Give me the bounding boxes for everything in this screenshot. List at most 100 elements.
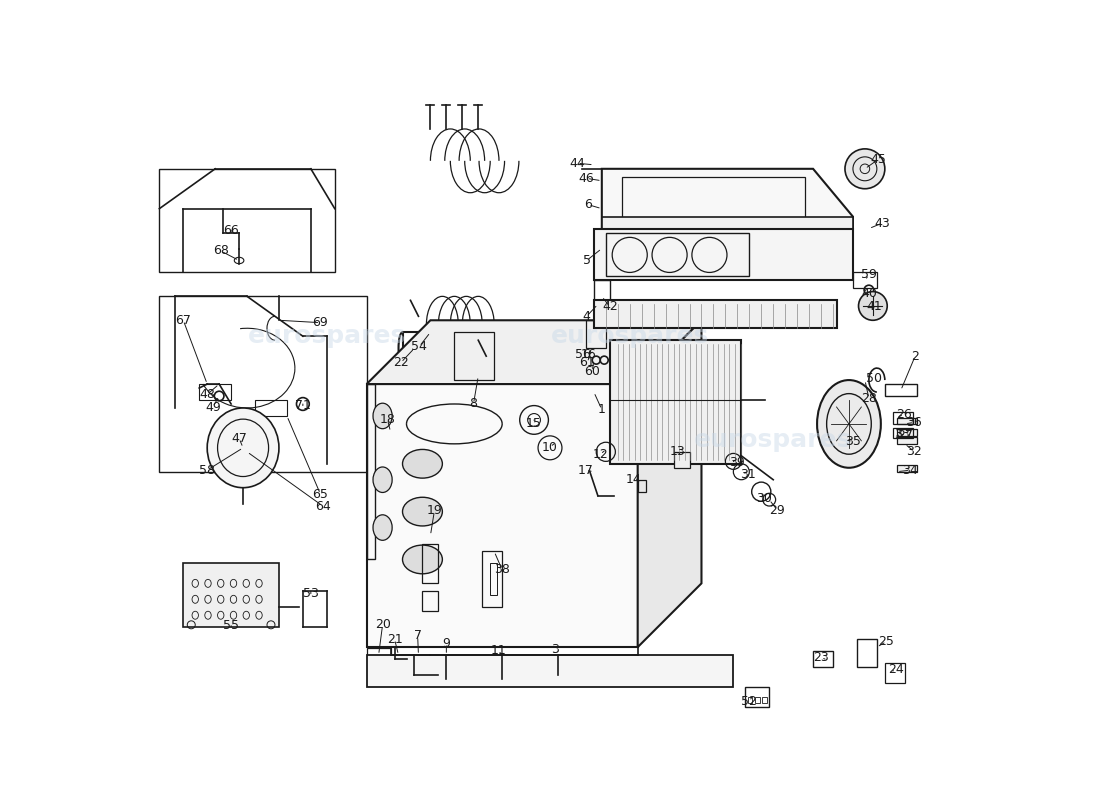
Text: 50: 50 bbox=[867, 372, 882, 385]
Text: 58: 58 bbox=[199, 464, 216, 477]
Bar bbox=[762, 697, 767, 703]
Text: 13: 13 bbox=[670, 445, 685, 458]
Text: 17: 17 bbox=[578, 464, 594, 477]
Text: 3: 3 bbox=[551, 643, 559, 656]
Text: 47: 47 bbox=[231, 432, 248, 445]
Polygon shape bbox=[638, 320, 702, 647]
Ellipse shape bbox=[858, 291, 888, 320]
Text: 8: 8 bbox=[470, 398, 477, 410]
Text: 2: 2 bbox=[911, 350, 920, 362]
Polygon shape bbox=[609, 340, 741, 464]
Text: 10: 10 bbox=[542, 441, 558, 454]
Text: 18: 18 bbox=[379, 413, 395, 426]
Text: 43: 43 bbox=[874, 217, 890, 230]
Text: 54: 54 bbox=[411, 340, 427, 353]
Ellipse shape bbox=[373, 515, 392, 540]
Polygon shape bbox=[896, 418, 916, 424]
Bar bbox=[403, 332, 474, 364]
Text: 64: 64 bbox=[315, 499, 331, 513]
Text: 5: 5 bbox=[583, 254, 591, 267]
Polygon shape bbox=[602, 217, 852, 233]
Text: 53: 53 bbox=[302, 587, 319, 600]
Text: 39: 39 bbox=[728, 456, 745, 469]
Text: 40: 40 bbox=[861, 287, 877, 301]
Text: 44: 44 bbox=[569, 157, 585, 170]
Text: 6: 6 bbox=[584, 198, 592, 211]
Text: 52: 52 bbox=[741, 695, 757, 708]
Ellipse shape bbox=[207, 408, 279, 488]
Text: 33: 33 bbox=[893, 428, 910, 441]
Text: 29: 29 bbox=[769, 503, 785, 517]
Ellipse shape bbox=[373, 403, 392, 429]
Polygon shape bbox=[366, 655, 734, 687]
Text: 25: 25 bbox=[879, 635, 894, 648]
Text: 45: 45 bbox=[870, 153, 887, 166]
Text: 68: 68 bbox=[212, 245, 229, 258]
Polygon shape bbox=[673, 452, 690, 468]
Text: 60: 60 bbox=[584, 365, 601, 378]
Text: eurospares: eurospares bbox=[248, 324, 406, 348]
Ellipse shape bbox=[403, 545, 442, 574]
Text: 69: 69 bbox=[312, 316, 328, 329]
Bar bbox=[491, 563, 496, 595]
Text: 66: 66 bbox=[223, 224, 239, 237]
Polygon shape bbox=[366, 320, 702, 384]
Text: 42: 42 bbox=[602, 300, 618, 314]
Text: 27: 27 bbox=[898, 430, 913, 442]
Text: 15: 15 bbox=[526, 417, 542, 430]
Bar bbox=[454, 332, 494, 380]
Text: 46: 46 bbox=[579, 172, 594, 185]
Text: 11: 11 bbox=[491, 644, 506, 657]
Text: 9: 9 bbox=[442, 637, 450, 650]
Bar bbox=[160, 169, 334, 273]
Polygon shape bbox=[896, 430, 916, 436]
Bar bbox=[586, 320, 606, 348]
Text: eurospares: eurospares bbox=[551, 324, 708, 348]
Text: 28: 28 bbox=[861, 392, 877, 405]
Text: 22: 22 bbox=[393, 356, 409, 369]
Text: 61: 61 bbox=[580, 356, 595, 369]
Ellipse shape bbox=[373, 467, 392, 493]
Text: 56: 56 bbox=[574, 348, 591, 361]
Text: 65: 65 bbox=[312, 487, 328, 501]
Polygon shape bbox=[896, 466, 916, 472]
Ellipse shape bbox=[403, 450, 442, 478]
Text: 36: 36 bbox=[906, 416, 922, 429]
Bar bbox=[184, 563, 279, 627]
Polygon shape bbox=[602, 169, 852, 229]
Text: 14: 14 bbox=[626, 474, 641, 486]
Text: 24: 24 bbox=[888, 663, 904, 676]
Text: 32: 32 bbox=[905, 445, 922, 458]
Text: 23: 23 bbox=[813, 651, 829, 664]
Text: 55: 55 bbox=[223, 619, 239, 632]
Text: 34: 34 bbox=[902, 464, 918, 477]
Text: 30: 30 bbox=[756, 492, 771, 506]
Polygon shape bbox=[594, 300, 837, 328]
Text: 19: 19 bbox=[427, 504, 442, 518]
Text: 4: 4 bbox=[583, 310, 591, 322]
Ellipse shape bbox=[403, 498, 442, 526]
Text: 71: 71 bbox=[295, 399, 311, 412]
Bar bbox=[422, 591, 439, 611]
Text: 26: 26 bbox=[896, 408, 912, 421]
Bar bbox=[748, 697, 752, 703]
Text: 59: 59 bbox=[861, 268, 877, 282]
Bar bbox=[422, 543, 439, 583]
Text: 1: 1 bbox=[598, 403, 606, 416]
Text: 41: 41 bbox=[867, 300, 882, 314]
Polygon shape bbox=[594, 229, 852, 281]
Bar bbox=[755, 697, 760, 703]
Ellipse shape bbox=[817, 380, 881, 468]
Text: 38: 38 bbox=[494, 563, 510, 576]
Text: 12: 12 bbox=[592, 448, 608, 461]
Bar bbox=[482, 551, 503, 607]
Polygon shape bbox=[896, 438, 916, 444]
Text: 7: 7 bbox=[414, 630, 421, 642]
Ellipse shape bbox=[845, 149, 884, 189]
Bar bbox=[160, 296, 366, 472]
Text: 49: 49 bbox=[205, 401, 221, 414]
Text: eurospares: eurospares bbox=[694, 428, 852, 452]
Text: 20: 20 bbox=[375, 618, 390, 631]
Text: 16: 16 bbox=[581, 348, 596, 361]
Bar bbox=[366, 648, 390, 659]
